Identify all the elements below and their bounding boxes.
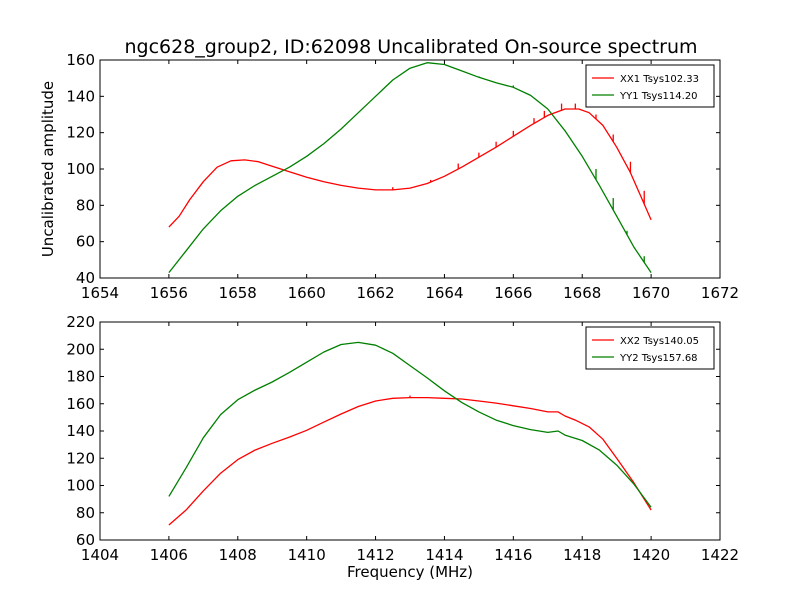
top-legend: XX1 Tsys102.33 YY1 Tsys114.20 [585, 64, 715, 108]
top-y-axis-label: Uncalibrated amplitude [39, 81, 57, 257]
bottom-x-tick-label: 1406 [150, 546, 188, 564]
top-x-tick-label: 1668 [563, 284, 601, 302]
top-y-tick-label: 80 [76, 196, 95, 214]
bottom-y-tick-label: 200 [66, 340, 95, 358]
bottom-x-tick-label: 1412 [356, 546, 394, 564]
top-plot-area [168, 62, 652, 274]
top-x-tick-label: 1664 [425, 284, 463, 302]
bottom-legend-box [585, 326, 715, 370]
bottom-y-tick-label: 180 [66, 368, 95, 386]
top-x-tick-label: 1658 [219, 284, 257, 302]
bottom-x-axis-label: Frequency (MHz) [347, 563, 473, 581]
bottom-y-tick-label: 220 [66, 313, 95, 331]
bottom-x-tick-label: 1420 [632, 546, 670, 564]
series-line-yy1-tsys114-20 [168, 62, 652, 274]
top-x-tick-label: 1672 [701, 284, 739, 302]
bottom-y-tick-label: 140 [66, 422, 95, 440]
top-y-tick-label: 160 [66, 51, 95, 69]
bottom-y-tick-label: 100 [66, 477, 95, 495]
bottom-y-tick-label: 160 [66, 395, 95, 413]
bottom-x-tick-label: 1414 [425, 546, 463, 564]
bottom-x-tick-label: 1410 [288, 546, 326, 564]
bottom-x-tick-label: 1422 [701, 546, 739, 564]
bottom-y-tick-label: 120 [66, 449, 95, 467]
legend-label-yy1-tsys114-20: YY1 Tsys114.20 [619, 91, 698, 102]
top-y-tick-label: 140 [66, 87, 95, 105]
bottom-y-tick-label: 60 [76, 531, 95, 549]
bottom-x-tick-label: 1418 [563, 546, 601, 564]
top-x-tick-label: 1660 [288, 284, 326, 302]
top-x-tick-label: 1666 [494, 284, 532, 302]
bottom-legend: XX2 Tsys140.05 YY2 Tsys157.68 [585, 326, 715, 370]
legend-label-yy2-tsys157-68: YY2 Tsys157.68 [619, 353, 698, 364]
series-line-xx2-tsys140-05 [168, 396, 652, 526]
bottom-plot-area [168, 341, 652, 526]
bottom-panel-xx2-yy2: 1404 1406 1408 1410 1412 1414 1416 1418 1420 1422… [66, 313, 739, 564]
figure-title: ngc628_group2, ID:62098 Uncalibrated On-… [124, 36, 697, 58]
bottom-x-tick-label: 1404 [81, 546, 119, 564]
top-panel-xx1-yy1: 1654 1656 1658 1660 1662 1664 1666 1668 1670 1672… [66, 51, 739, 302]
bottom-y-tick-label: 80 [76, 504, 95, 522]
series-line-yy2-tsys157-68 [168, 341, 652, 508]
legend-label-xx2-tsys140-05: XX2 Tsys140.05 [620, 336, 699, 347]
top-y-tick-label: 120 [66, 124, 95, 142]
top-y-tick-label: 40 [76, 269, 95, 287]
top-y-tick-label: 60 [76, 233, 95, 251]
series-line-xx1-tsys102-33 [168, 108, 652, 228]
top-x-tick-label: 1656 [150, 284, 188, 302]
top-y-tick-label: 100 [66, 160, 95, 178]
bottom-x-tick-label: 1408 [219, 546, 257, 564]
legend-label-xx1-tsys102-33: XX1 Tsys102.33 [620, 74, 699, 85]
top-x-tick-label: 1654 [81, 284, 119, 302]
top-legend-box [585, 64, 715, 108]
top-x-tick-label: 1662 [356, 284, 394, 302]
top-x-tick-label: 1670 [632, 284, 670, 302]
bottom-x-tick-label: 1416 [494, 546, 532, 564]
